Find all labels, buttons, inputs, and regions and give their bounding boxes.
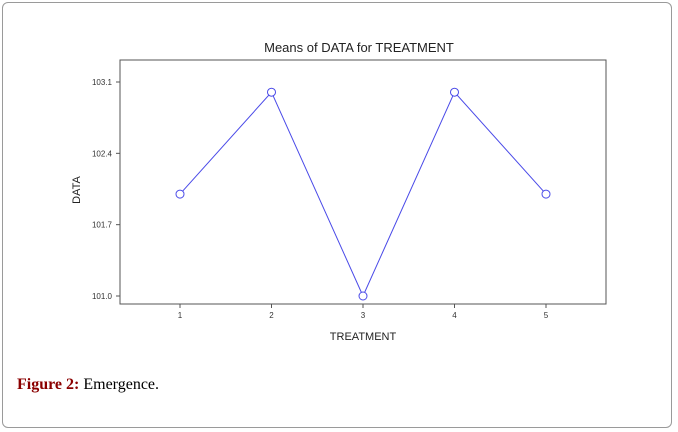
data-point (358, 291, 368, 301)
data-point (541, 189, 551, 199)
x-tick-label: 5 (544, 311, 549, 320)
caption-label: Figure 2: (17, 376, 80, 393)
y-tick-label: 101.0 (92, 292, 113, 301)
figure-caption: Figure 2: Emergence. (17, 376, 159, 394)
chart-title: Means of DATA for TREATMENT (264, 40, 454, 55)
line-chart: Means of DATA for TREATMENT 101.0 101.7 10… (71, 40, 607, 343)
x-tick-label: 1 (178, 311, 183, 320)
x-axis-label: TREATMENT (330, 331, 397, 343)
x-tick-label: 4 (452, 311, 457, 320)
series-line (179, 91, 547, 298)
caption-text: Emergence. (79, 376, 160, 393)
y-tick-label: 102.4 (92, 149, 113, 158)
figure-frame (2, 2, 672, 428)
data-point (175, 189, 185, 199)
y-axis-label: DATA (71, 175, 83, 203)
data-point (450, 87, 459, 97)
y-tick-label: 103.1 (92, 78, 113, 87)
data-point (267, 87, 276, 97)
plot-area (119, 59, 607, 305)
y-tick-label: 101.7 (92, 221, 113, 230)
x-tick-label: 3 (361, 311, 366, 320)
x-tick-label: 2 (269, 311, 274, 320)
